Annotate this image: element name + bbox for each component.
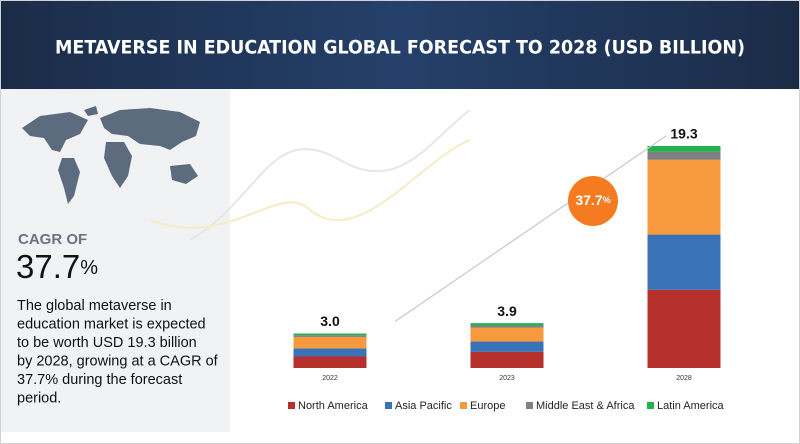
- bar-segment: [647, 146, 721, 152]
- bar-segment: [470, 341, 544, 352]
- header-band: [1, 1, 799, 89]
- bar-segment: [647, 289, 721, 368]
- plot: 2022 3.0 2023 3.9 2028 19.3 37.7% North America…: [288, 126, 725, 412]
- bar-segment: [647, 159, 721, 235]
- legend-swatch: [288, 402, 295, 409]
- decor-curve: [189, 109, 471, 241]
- legend-label: Asia Pacific: [395, 400, 452, 412]
- bar-segment: [293, 336, 367, 349]
- legend-swatch: [647, 402, 654, 409]
- description-line: The global metaverse in: [17, 298, 172, 314]
- bar-segment: [647, 151, 721, 160]
- legend-swatch: [460, 402, 467, 409]
- description-line: education market is expected: [17, 316, 206, 332]
- decor-curve: [149, 139, 471, 229]
- bar-segment: [470, 351, 544, 368]
- total-label: 3.9: [497, 303, 517, 319]
- x-tick-label: 2028: [676, 375, 692, 382]
- bar-segment: [647, 234, 721, 290]
- legend-label: Latin America: [657, 400, 725, 412]
- bar-segment: [293, 333, 367, 336]
- x-tick-label: 2023: [499, 375, 515, 382]
- cagr-badge-text: 37.7%: [575, 192, 610, 208]
- cagr-unit: %: [80, 257, 98, 279]
- trend-line: [394, 135, 667, 322]
- legend-label: Middle East & Africa: [536, 400, 635, 412]
- cagr-label: CAGR OF: [18, 231, 87, 248]
- description-line: 37.7% during the forecast: [17, 372, 182, 388]
- bar-segment: [470, 325, 544, 328]
- legend-swatch: [385, 402, 392, 409]
- total-label: 19.3: [670, 126, 697, 142]
- cagr-number: 37.7: [16, 248, 80, 285]
- cagr-badge-unit: %: [603, 195, 611, 205]
- bar-segment: [470, 323, 544, 326]
- bar-segment: [293, 348, 367, 357]
- description-line: to be worth USD 19.3 billion: [17, 335, 197, 351]
- description: The global metaverse in education market …: [17, 298, 219, 407]
- cagr-badge: [568, 176, 618, 226]
- total-label: 3.0: [320, 313, 340, 329]
- legend-label: Europe: [470, 400, 505, 412]
- description-line: period.: [17, 390, 61, 406]
- legend-label: North America: [298, 400, 369, 412]
- cagr-badge-value: 37.7: [575, 192, 602, 208]
- x-tick-label: 2022: [322, 375, 338, 382]
- legend-swatch: [526, 402, 533, 409]
- bar-segment: [470, 327, 544, 342]
- bar-segment: [293, 335, 367, 337]
- bar-segment: [293, 356, 367, 368]
- page-title: METAVERSE IN EDUCATION GLOBAL FORECAST T…: [55, 37, 745, 59]
- description-line: by 2028, growing at a CAGR of: [17, 353, 219, 369]
- world-map: [22, 106, 200, 204]
- cagr-value: 37.7%: [16, 248, 98, 285]
